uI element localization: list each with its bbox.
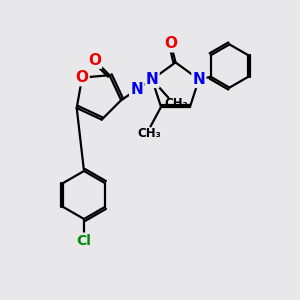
Text: O: O: [164, 36, 178, 51]
Text: CH₃: CH₃: [164, 97, 188, 110]
Text: N: N: [130, 82, 143, 97]
Text: O: O: [88, 53, 101, 68]
Text: N: N: [193, 72, 205, 87]
Text: N: N: [146, 72, 158, 87]
Text: CH₃: CH₃: [137, 128, 161, 140]
Text: Cl: Cl: [76, 234, 92, 248]
Text: O: O: [76, 70, 88, 85]
